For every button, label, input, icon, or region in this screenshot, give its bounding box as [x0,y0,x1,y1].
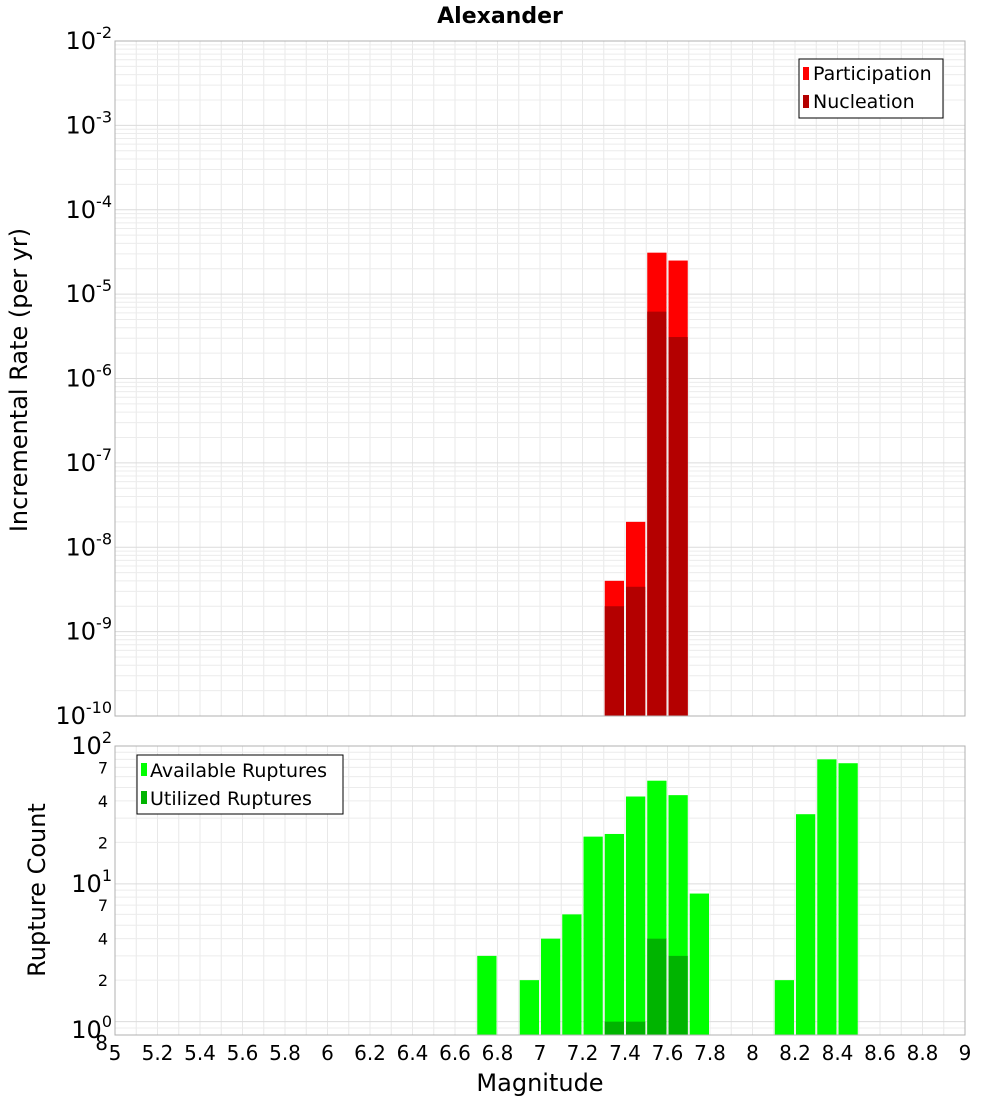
x-tick-label-10: 7 [534,1041,547,1065]
x-axis-label: Magnitude [476,1069,603,1097]
top-bar-s1-2 [647,311,667,716]
top-grid [114,41,966,717]
bottom-bar-s0-13 [838,763,858,1035]
bottom-y-ticks: 102 101 100 7 4 2 7 4 2 8 [71,728,112,1055]
legend-swatch-nucleation [803,95,809,108]
x-tick-label-9: 6.8 [482,1041,514,1065]
x-tick-label-4: 5.8 [269,1041,301,1065]
legend-swatch-available [141,763,147,776]
x-tick-label-2: 5.4 [184,1041,216,1065]
x-tick-label-3: 5.6 [227,1041,259,1065]
x-tick-label-18: 8.6 [864,1041,896,1065]
bottom-bar-s1-0 [604,1021,624,1035]
top-y-tick-label-6: 10-8 [66,529,113,561]
legend-label-nucleation: Nucleation [813,91,915,113]
x-tick-label-12: 7.4 [609,1041,641,1065]
top-bar-s1-3 [668,337,688,716]
bottom-bar-s0-12 [817,759,837,1035]
bottom-bars [477,759,858,1035]
top-y-tick-label-2: 10-4 [66,192,113,224]
x-ticks: 5 5.2 5.4 5.6 5.8 6 6.2 6.4 6.6 6.8 7 7.2 7.4 7.6 7.8 8… [109,1041,972,1065]
x-tick-label-14: 7.8 [694,1041,726,1065]
bottom-plot-frame [114,745,966,1036]
bottom-y-tick-label-2: 100 [71,1012,112,1044]
bottom-bar-s0-9 [689,893,709,1035]
bottom-bar-s1-3 [668,955,688,1035]
legend-label-available: Available Ruptures [150,760,327,782]
top-y-tick-label-3: 10-5 [66,276,113,308]
legend-label-utilized: Utilized Ruptures [150,788,312,810]
bottom-bar-s0-11 [796,814,816,1035]
bottom-y-minor-label-4: 4 [98,930,108,949]
bottom-y-tick-label-1: 101 [71,866,112,898]
top-y-ticks: 10-2 10-3 10-4 10-5 10-6 10-7 10-8 10-9 10-10 [55,23,112,730]
bottom-bar-s0-1 [519,980,539,1035]
x-tick-label-13: 7.6 [652,1041,684,1065]
bottom-y-minor-label-6: 8 [95,1031,108,1055]
top-plot-frame [114,40,966,717]
chart-title: Alexander [437,4,563,29]
top-bars [604,252,688,716]
top-legend-box [798,58,944,119]
legend-swatch-utilized [141,791,147,804]
bottom-bar-s0-4 [583,836,603,1035]
bottom-y-minor-label-5: 2 [98,971,108,990]
x-tick-label-20: 9 [959,1041,972,1065]
x-tick-label-16: 8.2 [779,1041,811,1065]
bottom-bar-s0-2 [541,938,561,1035]
x-tick-label-17: 8.4 [822,1041,854,1065]
bottom-bar-s0-10 [774,980,794,1035]
x-tick-label-6: 6.2 [354,1041,386,1065]
bottom-y-minor-label-0: 7 [98,758,108,777]
x-tick-label-5: 6 [321,1041,334,1065]
top-y-tick-label-7: 10-9 [66,614,113,646]
legend-swatch-participation [803,67,809,80]
x-tick-label-8: 6.6 [439,1041,471,1065]
x-tick-label-19: 8.8 [907,1041,939,1065]
bottom-y-minor-label-3: 7 [98,896,108,915]
top-y-tick-label-4: 10-6 [66,361,113,393]
bottom-y-tick-label-0: 102 [71,728,112,760]
legend-label-participation: Participation [813,63,932,85]
top-y-axis-label: Incremental Rate (per yr) [5,228,33,532]
x-tick-label-1: 5.2 [142,1041,174,1065]
top-bar-s1-1 [626,586,646,716]
top-y-tick-label-8: 10-10 [55,698,112,730]
bottom-bar-s0-0 [477,955,497,1035]
x-tick-label-11: 7.2 [567,1041,599,1065]
top-y-tick-label-0: 10-2 [66,23,113,55]
bottom-bar-s1-1 [626,1021,646,1035]
top-y-tick-label-5: 10-7 [66,445,113,477]
top-y-tick-label-1: 10-3 [66,107,113,139]
top-legend: Participation Nucleation [798,58,944,119]
bottom-y-minor-label-2: 2 [98,833,108,852]
top-bar-s1-0 [604,606,624,716]
x-tick-label-7: 6.4 [397,1041,429,1065]
bottom-legend-box [136,754,344,815]
bottom-legend: Available Ruptures Utilized Ruptures [136,754,344,815]
bottom-bar-s0-6 [626,796,646,1035]
bottom-bar-s0-5 [604,833,624,1035]
x-tick-label-15: 8 [746,1041,759,1065]
bottom-bar-s1-2 [647,938,667,1035]
bottom-bar-s0-3 [562,914,582,1035]
bottom-y-minor-label-1: 4 [98,792,108,811]
x-tick-label-0: 5 [109,1041,122,1065]
bottom-y-axis-label: Rupture Count [23,803,51,977]
